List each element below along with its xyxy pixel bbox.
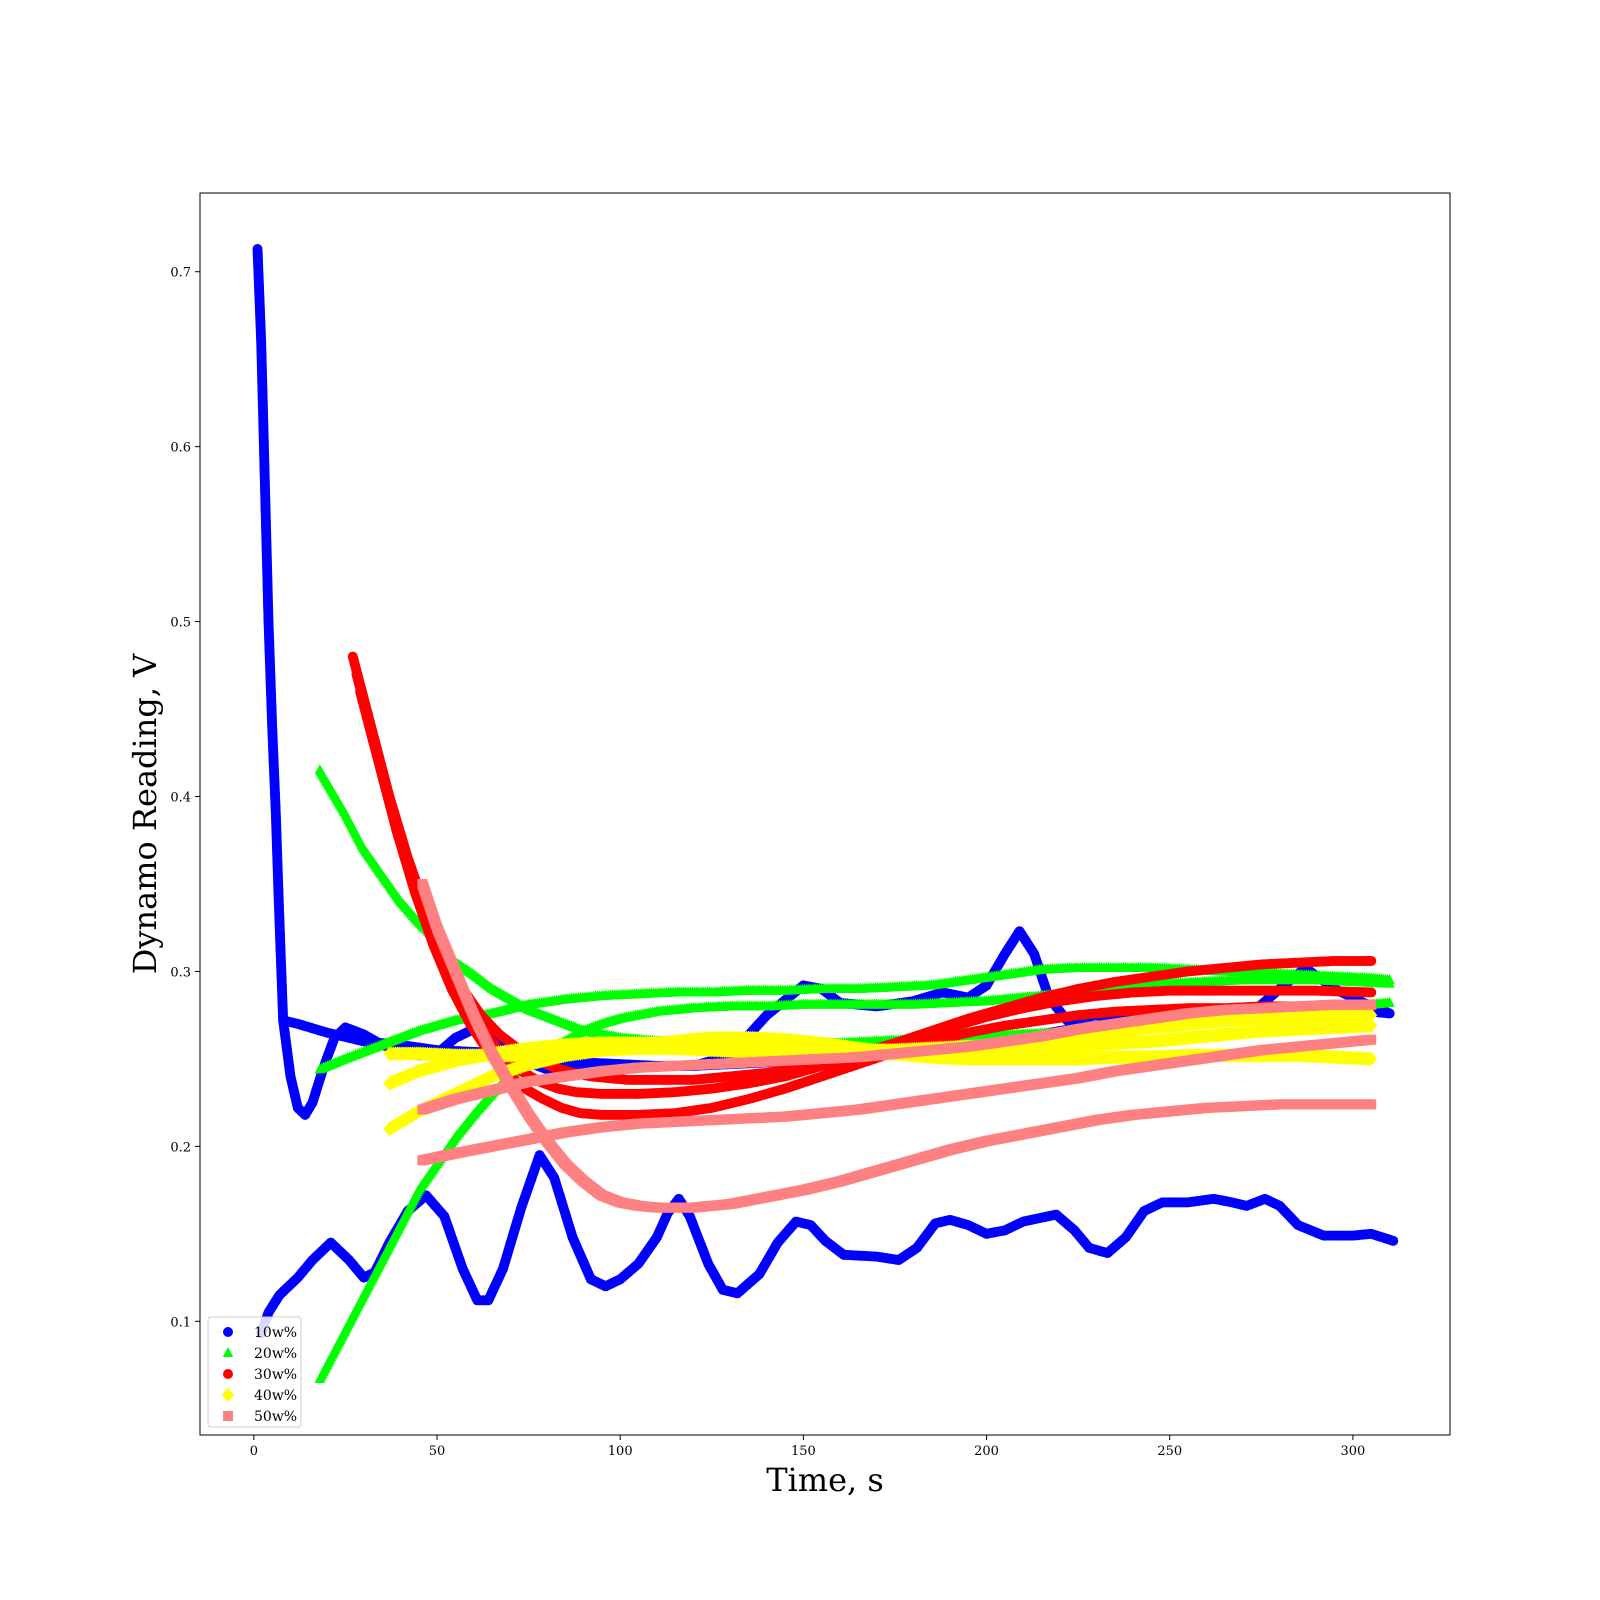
plot-data-layer xyxy=(252,243,1399,1384)
series-run xyxy=(256,1150,1399,1339)
data-point xyxy=(1384,1008,1395,1019)
data-point xyxy=(1388,1235,1399,1246)
data-point xyxy=(1366,987,1377,998)
